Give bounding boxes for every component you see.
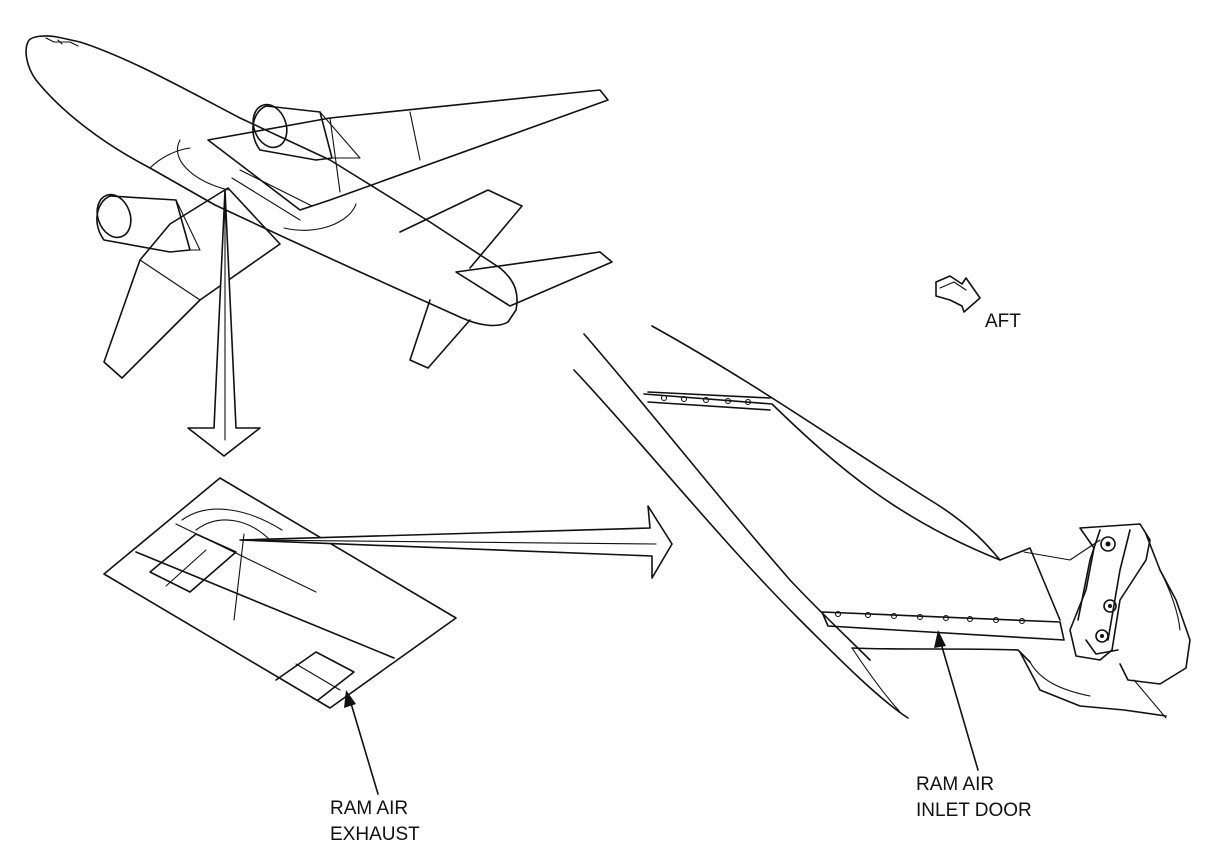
upper-rivet-row: [660, 394, 752, 406]
aft-direction-arrow-icon: [935, 275, 981, 313]
exhaust-panel: [103, 477, 457, 709]
leader-inlet: [934, 630, 979, 771]
far-engine: [252, 105, 333, 161]
near-stabilizer: [409, 299, 471, 369]
inlet-label-line1: RAM AIR: [916, 774, 995, 795]
lower-rivet-row: [834, 610, 1026, 625]
fuselage: [25, 35, 518, 327]
inlet-label-line2: INLET DOOR: [916, 800, 1032, 821]
exhaust-label-line1: RAM AIR: [330, 798, 409, 819]
far-stabilizer: [455, 251, 613, 307]
far-wing: [207, 89, 609, 211]
airplane-illustration: [25, 35, 613, 379]
leader-exhaust: [344, 690, 379, 795]
callout-arrow-down: [187, 189, 261, 457]
inlet-door-detail: [573, 325, 1191, 719]
callout-arrow-right: [239, 505, 673, 579]
near-engine: [96, 195, 191, 253]
aft-label: AFT: [985, 311, 1021, 332]
exhaust-label-line2: EXHAUST: [330, 824, 420, 845]
vertical-tail: [399, 189, 523, 269]
near-wing: [103, 187, 281, 379]
